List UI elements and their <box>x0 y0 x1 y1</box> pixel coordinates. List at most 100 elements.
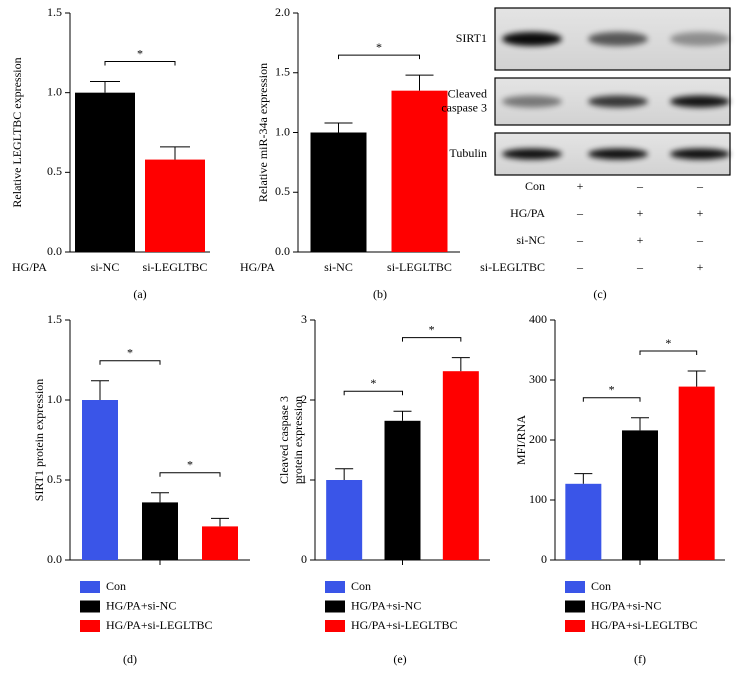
condition-sign: + <box>577 179 584 193</box>
legend-label: HG/PA+si-LEGLTBC <box>106 618 213 632</box>
legend-swatch <box>80 581 100 593</box>
condition-sign: – <box>576 206 584 220</box>
y-tick-label: 0 <box>541 552 547 566</box>
legend-label: HG/PA+si-NC <box>351 598 421 612</box>
blot-band <box>670 95 730 108</box>
y-tick-label: 1.5 <box>47 312 62 326</box>
condition-label: si-NC <box>516 233 545 247</box>
blot-row-label: SIRT1 <box>456 31 487 45</box>
x-tick-label: si-NC <box>91 260 120 274</box>
y-tick-label: 0.0 <box>47 244 62 258</box>
significance-label: * <box>376 40 382 54</box>
blot-band <box>502 95 562 108</box>
blot-band <box>588 95 648 108</box>
y-tick-label: 1.5 <box>47 5 62 19</box>
bar <box>75 92 135 253</box>
legend-label: HG/PA+si-LEGLTBC <box>351 618 458 632</box>
bar <box>622 430 658 560</box>
significance-label: * <box>137 46 143 60</box>
significance-bracket <box>402 337 462 342</box>
bar <box>145 159 205 252</box>
y-tick-label: 2 <box>301 392 307 406</box>
significance-bracket <box>582 397 641 402</box>
condition-sign: – <box>696 179 704 193</box>
condition-label: Con <box>525 179 545 193</box>
legend-swatch <box>565 600 585 613</box>
y-axis-label: MFI/RNA <box>514 415 528 465</box>
bar <box>82 400 118 560</box>
legend-swatch <box>325 581 345 593</box>
legend-swatch <box>80 620 100 632</box>
y-tick-label: 300 <box>529 372 547 386</box>
y-axis-label: Cleaved caspase 3 <box>277 396 291 484</box>
panel-label: (f) <box>634 652 646 666</box>
y-tick-label: 0.0 <box>47 552 62 566</box>
y-axis-label: SIRT1 protein expression <box>32 379 46 502</box>
y-tick-label: 3 <box>301 312 307 326</box>
y-axis-label: protein expression <box>291 396 305 484</box>
bar <box>202 526 238 560</box>
bar <box>565 483 602 560</box>
condition-sign: – <box>696 233 704 247</box>
y-tick-label: 400 <box>529 312 547 326</box>
bar <box>391 90 448 252</box>
significance-label: * <box>127 346 133 360</box>
bar <box>384 420 421 560</box>
y-tick-label: 0 <box>301 552 307 566</box>
blot-band <box>670 148 730 160</box>
condition-sign: + <box>637 233 644 247</box>
panel-label: (b) <box>373 287 387 301</box>
legend-label: Con <box>591 579 611 593</box>
blot-band <box>588 148 648 160</box>
significance-bracket <box>639 350 698 355</box>
condition-sign: + <box>697 260 704 274</box>
y-tick-label: 1 <box>301 472 307 486</box>
y-tick-label: 100 <box>529 492 547 506</box>
y-tick-label: 0.0 <box>275 244 290 258</box>
legend-swatch <box>565 620 585 632</box>
panel-label: (d) <box>123 652 137 666</box>
condition-sign: – <box>576 260 584 274</box>
blot-row-label: Cleaved <box>448 86 487 100</box>
legend-label: HG/PA+si-NC <box>591 598 661 612</box>
condition-label: HG/PA <box>510 206 545 220</box>
significance-label: * <box>429 322 435 336</box>
legend-label: Con <box>106 579 126 593</box>
blot-row-label: caspase 3 <box>441 100 487 114</box>
condition-sign: – <box>636 260 644 274</box>
legend-swatch <box>565 581 585 593</box>
significance-label: * <box>609 383 615 397</box>
x-row-label: HG/PA <box>240 260 275 274</box>
legend-label: HG/PA+si-NC <box>106 598 176 612</box>
condition-sign: – <box>576 233 584 247</box>
significance-bracket <box>99 360 161 365</box>
condition-label: si-LEGLTBC <box>480 260 545 274</box>
bar <box>310 132 367 252</box>
legend-swatch <box>325 600 345 613</box>
x-row-label: HG/PA <box>12 260 47 274</box>
y-tick-label: 1.0 <box>47 84 62 98</box>
y-tick-label: 1.0 <box>47 392 62 406</box>
significance-label: * <box>187 458 193 472</box>
condition-sign: + <box>697 206 704 220</box>
y-tick-label: 0.5 <box>47 164 62 178</box>
significance-bracket <box>104 61 176 66</box>
panel-label: (e) <box>393 652 406 666</box>
x-tick-label: si-LEGLTBC <box>387 260 452 274</box>
y-axis-label: Relative miR-34a expression <box>256 63 270 202</box>
y-axis-label: Relative LEGLTBC expression <box>10 57 24 207</box>
legend-label: Con <box>351 579 371 593</box>
y-tick-label: 2.0 <box>275 5 290 19</box>
bar <box>678 386 715 560</box>
blot-band <box>502 32 562 46</box>
legend-label: HG/PA+si-LEGLTBC <box>591 618 698 632</box>
condition-sign: + <box>637 206 644 220</box>
blot-row-label: Tubulin <box>449 146 487 160</box>
significance-bracket <box>338 54 420 60</box>
y-tick-label: 1.5 <box>275 65 290 79</box>
y-tick-label: 0.5 <box>275 184 290 198</box>
y-tick-label: 200 <box>529 432 547 446</box>
significance-bracket <box>343 390 403 396</box>
x-tick-label: si-NC <box>324 260 353 274</box>
